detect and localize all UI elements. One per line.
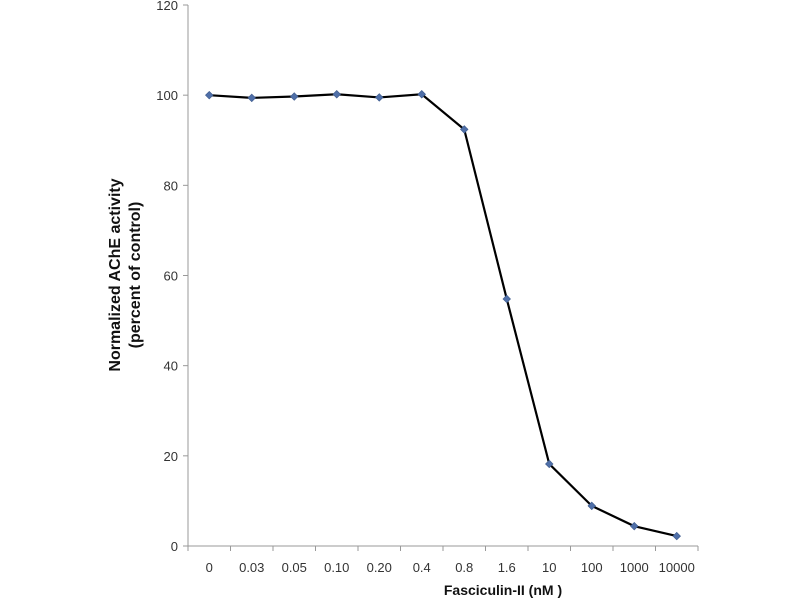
x-tick-label: 0.05 (282, 560, 307, 575)
y-tick-label: 60 (164, 269, 178, 284)
y-axis-label: Normalized AChE activity (107, 178, 124, 371)
y-tick-label: 0 (171, 539, 178, 554)
data-point (460, 125, 469, 134)
x-tick-label: 0.4 (413, 560, 431, 575)
y-tick-label: 20 (164, 449, 178, 464)
x-tick-label: 10000 (659, 560, 695, 575)
x-axis-label: Fasciculin-II (nM ) (444, 582, 562, 598)
x-tick-label: 0.8 (455, 560, 473, 575)
y-axis-label-line2: (percent of control) (127, 202, 144, 349)
y-tick-label: 80 (164, 178, 178, 193)
data-point (375, 93, 384, 102)
data-point (587, 501, 596, 511)
series-line (209, 93, 677, 538)
x-tick-label: 100 (581, 560, 603, 575)
y-tick-label: 120 (156, 0, 178, 13)
x-tick-label: 0.20 (367, 560, 392, 575)
x-tick-label: 0 (206, 560, 213, 575)
data-point (205, 90, 214, 100)
data-point (672, 531, 681, 541)
data-point (332, 90, 341, 99)
data-point (417, 90, 426, 99)
x-tick-label: 1000 (620, 560, 649, 575)
data-point (502, 294, 511, 304)
x-tick-label: 0.10 (324, 560, 349, 575)
x-tick-label: 1.6 (498, 560, 516, 575)
y-tick-label: 40 (164, 359, 178, 374)
x-tick-label: 0.03 (239, 560, 264, 575)
data-point (290, 92, 299, 101)
y-tick-label: 100 (156, 88, 178, 103)
data-point (630, 521, 639, 531)
data-point (545, 459, 554, 469)
data-point (247, 93, 256, 103)
x-tick-label: 10 (542, 560, 556, 575)
